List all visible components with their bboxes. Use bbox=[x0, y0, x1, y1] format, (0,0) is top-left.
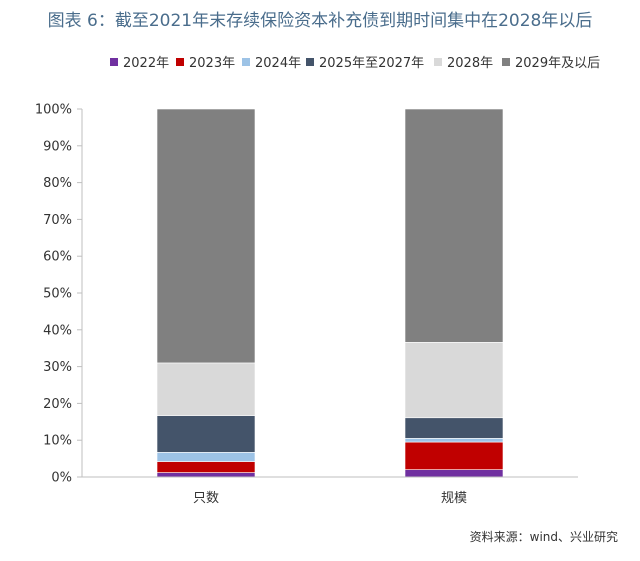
bar-segment bbox=[156, 452, 256, 462]
y-tick-label: 20% bbox=[43, 397, 72, 412]
y-tick-label: 100% bbox=[35, 103, 72, 118]
legend-label: 2025年至2027年 bbox=[319, 56, 425, 71]
y-tick-label: 10% bbox=[43, 434, 72, 449]
legend-label: 2024年 bbox=[255, 56, 302, 71]
legend-swatch bbox=[242, 57, 250, 66]
legend-item: 2024年 bbox=[242, 52, 301, 71]
legend-item: 2028年 bbox=[434, 52, 493, 71]
source-note: 资料来源：wind、兴业研究 bbox=[469, 530, 618, 544]
legend-item: 2022年 bbox=[110, 52, 169, 71]
legend-label: 2029年及以后 bbox=[515, 56, 601, 71]
x-tick-label: 规模 bbox=[441, 491, 467, 506]
bar-segment bbox=[404, 438, 504, 443]
legend-swatch bbox=[176, 57, 184, 66]
legend-item: 2029年及以后 bbox=[502, 52, 600, 71]
bar-segment bbox=[404, 441, 504, 470]
y-tick-label: 0% bbox=[51, 471, 72, 486]
legend-label: 2022年 bbox=[123, 56, 170, 71]
bar-segment bbox=[156, 472, 256, 478]
y-tick-label: 30% bbox=[43, 360, 72, 375]
y-tick-label: 60% bbox=[43, 250, 72, 265]
legend-label: 2023年 bbox=[189, 56, 236, 71]
bar-segment bbox=[404, 108, 504, 343]
legend-swatch bbox=[502, 57, 510, 66]
x-tick-label: 只数 bbox=[193, 491, 219, 506]
bar-segment bbox=[404, 342, 504, 419]
y-tick-label: 80% bbox=[43, 176, 72, 191]
legend-label: 2028年 bbox=[447, 56, 494, 71]
y-tick-label: 50% bbox=[43, 287, 72, 302]
bar-segment bbox=[404, 469, 504, 478]
chart-legend: 2022年 2023年 2024年 2025年至2027年 2028年 2029年及以后 bbox=[0, 52, 640, 72]
y-tick-label: 70% bbox=[43, 213, 72, 228]
chart-title: 图表 6：截至2021年末存续保险资本补充债到期时间集中在2028年以后 bbox=[47, 11, 593, 31]
y-tick-label: 90% bbox=[43, 139, 72, 154]
legend-swatch bbox=[434, 57, 442, 66]
legend-item: 2023年 bbox=[176, 52, 235, 71]
bar-segment bbox=[156, 415, 256, 453]
bar-segment bbox=[156, 108, 256, 364]
legend-swatch bbox=[110, 57, 118, 66]
legend-swatch bbox=[306, 57, 314, 66]
bar-segment bbox=[404, 417, 504, 439]
y-tick-label: 40% bbox=[43, 323, 72, 338]
bar-segment bbox=[156, 461, 256, 473]
legend-item: 2025年至2027年 bbox=[306, 52, 424, 71]
bar-segment bbox=[156, 362, 256, 416]
